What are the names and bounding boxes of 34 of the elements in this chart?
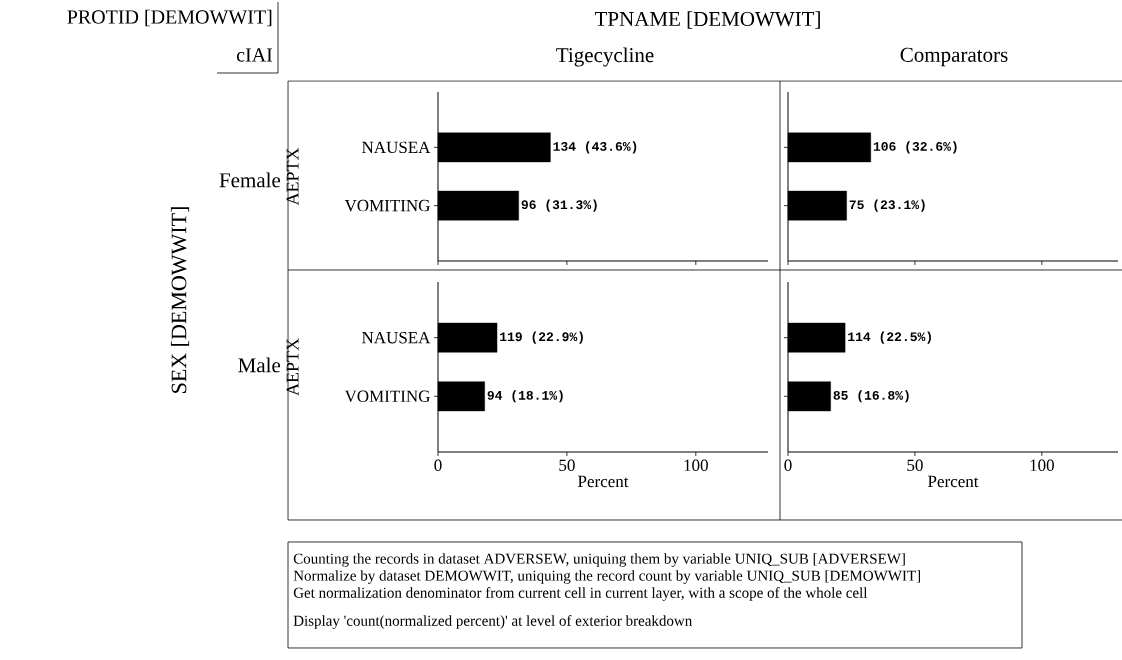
data-label: 106 (32.6%)	[873, 141, 957, 154]
y-tick-label: VOMITING	[344, 390, 430, 403]
x-axis-title: Percent	[928, 475, 979, 488]
data-label: 114 (22.5%)	[848, 331, 931, 344]
chart-title: Comparators	[900, 47, 1008, 67]
x-tick-label: 50	[907, 459, 923, 471]
chart-title: Tigecycline	[556, 47, 654, 67]
text: cIAI	[236, 48, 273, 62]
x-tick-label: 100	[1030, 459, 1054, 471]
text: SEX [DEMOWWIT]	[170, 207, 190, 393]
text: Display 'count(normalized percent)' at level of exterior breakdown	[293, 615, 693, 629]
y-tick-label: NAUSEA	[362, 331, 431, 344]
data-label: 85 (16.8%)	[833, 390, 909, 403]
data-label: 119 (22.9%)	[500, 331, 583, 344]
text: Counting the records in dataset ADVERSEW, uniquing them by variable UNIQ_SUB [ADVERSEW]	[293, 553, 905, 567]
data-label: 96 (31.3%)	[521, 199, 597, 212]
y-axis-title: AEPTX	[286, 147, 299, 206]
data-label: 75 (23.1%)	[849, 199, 925, 212]
y-axis-title: AEPTX	[286, 338, 299, 396]
data-label: 134 (43.6%)	[553, 141, 637, 154]
x-tick-label: 0	[784, 459, 792, 471]
text: TPNAME [DEMOWWIT]	[594, 11, 820, 29]
y-tick-label: NAUSEA	[362, 141, 431, 154]
text: Normalize by dataset DEMOWWIT, uniquing the record count by variable UNIQ_SUB [DEMOWWIT]	[293, 570, 920, 584]
text: PROTID [DEMOWWIT]	[67, 9, 272, 27]
text: Get normalization denominator from current cell in current layer, with a scope of the whole cell	[293, 587, 868, 601]
x-tick-label: 0	[434, 459, 442, 471]
x-tick-label: 50	[559, 459, 575, 471]
data-label: 94 (18.1%)	[487, 390, 563, 403]
x-tick-label: 100	[684, 459, 708, 471]
x-axis-title: Percent	[578, 475, 629, 488]
text: Male	[238, 357, 281, 373]
y-tick-label: VOMITING	[344, 199, 430, 212]
text: Female	[219, 172, 281, 188]
